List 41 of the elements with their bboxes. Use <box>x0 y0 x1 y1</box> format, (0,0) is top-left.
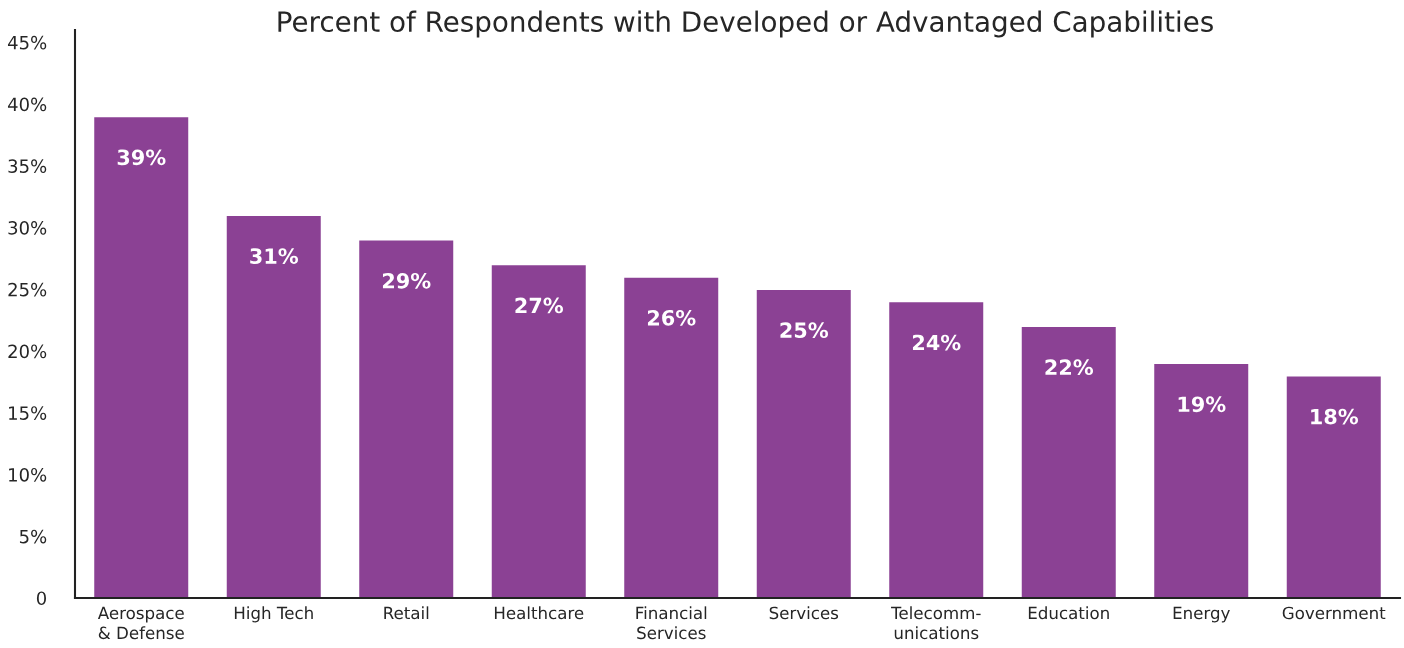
data-label: 26% <box>647 309 696 326</box>
chart-title: Percent of Respondents with Developed or Advantaged Capabilities <box>278 10 1213 38</box>
y-tick-label: 40% <box>7 97 47 112</box>
data-label: 22% <box>1045 359 1094 376</box>
data-label: 19% <box>1178 396 1226 413</box>
y-tick-label: 30% <box>8 221 47 235</box>
y-tick-label: 25% <box>8 282 47 297</box>
bar <box>92 115 190 598</box>
x-tick-label: Services <box>769 606 839 620</box>
bar <box>1020 325 1118 598</box>
data-label: 31% <box>250 248 299 264</box>
bar <box>1285 375 1383 598</box>
x-tick-label: Aerospace & Defense <box>97 606 184 640</box>
bar <box>357 239 455 598</box>
bar <box>887 300 985 598</box>
y-tick-label: 10% <box>9 467 47 482</box>
data-label: 29% <box>382 272 431 289</box>
x-tick-label: Retail <box>384 606 429 620</box>
data-label: 39% <box>117 149 166 166</box>
bar <box>622 276 720 598</box>
y-tick-label: 45% <box>7 35 47 50</box>
x-tick-label: Energy <box>1173 606 1230 623</box>
data-label: 27% <box>515 297 564 314</box>
x-tick-label: Financial Services <box>636 606 707 640</box>
bar <box>755 288 853 598</box>
y-tick-label: 15% <box>9 406 47 420</box>
y-tick-label: 5% <box>19 529 47 544</box>
x-tick-label: Healthcare <box>494 606 584 620</box>
data-label: 25% <box>780 322 829 339</box>
y-tick-label: 35% <box>8 159 47 173</box>
y-tick-label: 0 <box>36 591 47 606</box>
bar <box>1152 362 1250 598</box>
bar <box>490 263 588 598</box>
x-tick-label: Telecomm- unications <box>891 606 981 640</box>
data-label: 18% <box>1311 408 1359 425</box>
y-tick-label: 20% <box>8 344 47 359</box>
x-tick-label: Government <box>1282 606 1386 620</box>
bar <box>225 214 323 598</box>
data-label: 24% <box>912 334 961 351</box>
x-tick-label: High Tech <box>234 606 313 623</box>
x-tick-label: Education <box>1028 606 1109 620</box>
